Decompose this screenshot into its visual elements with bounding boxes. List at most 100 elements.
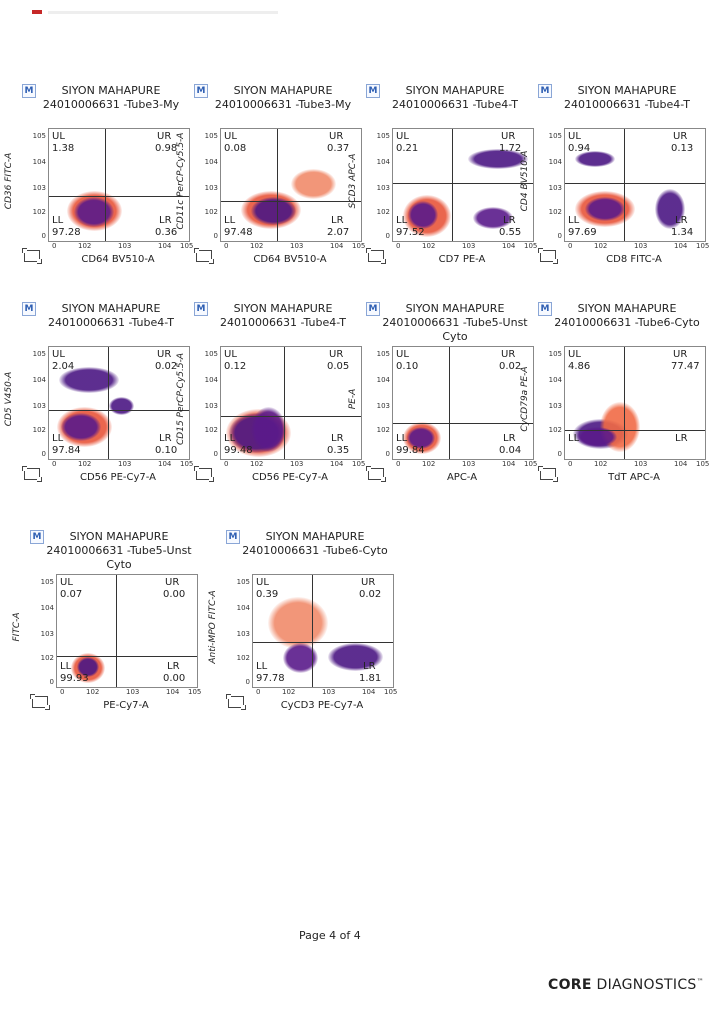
plot-m-badge[interactable]: M (22, 302, 36, 316)
quadrant-horizontal-gate[interactable] (393, 182, 533, 184)
x-tick-label: 102 (594, 242, 608, 250)
scatter-plot-area[interactable]: UL 4.86 UR 77.47 LL LR (564, 346, 706, 460)
quadrant-horizontal-gate[interactable] (221, 416, 361, 418)
y-axis-ticks: 0 102 103 104 105 (546, 128, 564, 240)
quadrant-vertical-gate[interactable] (451, 129, 453, 241)
scatter-plot-area[interactable]: UL 0.08 UR 0.37 LL 97.48 LR 2.07 (220, 128, 362, 242)
zoom-reset-icon[interactable] (22, 248, 42, 264)
x-tick-label: 105 (180, 242, 194, 250)
zoom-reset-icon[interactable] (366, 248, 386, 264)
quadrant-horizontal-gate[interactable] (49, 409, 189, 411)
x-axis-label: CD56 PE-Cy7-A (79, 472, 157, 483)
y-tick-label: 103 (32, 402, 46, 410)
plot-patient-name: SIYON MAHAPURE (233, 84, 333, 97)
logo-tm: ™ (696, 977, 704, 986)
x-tick-label: 102 (250, 242, 264, 250)
plot-m-badge[interactable]: M (538, 302, 552, 316)
flow-plot-panel: M SIYON MAHAPURE 24010006631 -Tube6-Cyto An… (208, 530, 397, 720)
plot-m-badge[interactable]: M (30, 530, 44, 544)
zoom-reset-icon[interactable] (538, 248, 558, 264)
plot-m-badge[interactable]: M (366, 84, 380, 98)
y-tick-label: 104 (32, 158, 46, 166)
y-tick-label: 105 (376, 132, 390, 140)
plot-m-badge[interactable]: M (538, 84, 552, 98)
scatter-plot-area[interactable]: UL 2.04 UR 0.02 LL 97.84 LR 0.10 (48, 346, 190, 460)
y-tick-label: 103 (204, 402, 218, 410)
y-tick-label: 104 (40, 604, 54, 612)
scatter-plot-area[interactable]: UL 0.94 UR 0.13 LL 97.69 LR 1.34 (564, 128, 706, 242)
zoom-reset-icon[interactable] (30, 694, 50, 710)
y-axis-ticks: 0 102 103 104 105 (374, 346, 392, 458)
flow-plot-panel: M SIYON MAHAPURE 24010006631 -Tube3-My CD36… (4, 84, 194, 274)
plot-m-badge[interactable]: M (226, 530, 240, 544)
quadrant-value-ul: 2.04 (52, 361, 75, 372)
quadrant-name-ur: UR (157, 349, 172, 360)
quadrant-value-ur: 0.98 (155, 143, 178, 154)
plot-m-badge[interactable]: M (194, 302, 208, 316)
plot-m-badge[interactable]: M (194, 84, 208, 98)
quadrant-horizontal-gate[interactable] (393, 423, 533, 425)
quadrant-vertical-gate[interactable] (449, 347, 450, 459)
scatter-plot-area[interactable]: UL 0.39 UR 0.02 LL 97.78 LR 1.81 (252, 574, 394, 688)
scatter-plot-area[interactable]: UL 1.38 UR 0.98 LL 97.28 LR 0.36 (48, 128, 190, 242)
x-tick-label: 103 (126, 688, 140, 696)
x-tick-label: 102 (78, 242, 92, 250)
quadrant-value-ur: 0.00 (163, 589, 186, 600)
zoom-reset-icon[interactable] (194, 248, 214, 264)
plot-title: SIYON MAHAPURE 24010006631 -Tube5-Unst Cy… (44, 530, 194, 572)
quadrant-value-ll: 99.84 (396, 445, 425, 456)
quadrant-vertical-gate[interactable] (623, 129, 625, 241)
quadrant-vertical-gate[interactable] (105, 129, 106, 241)
plot-patient-name: SIYON MAHAPURE (405, 84, 505, 97)
quadrant-name-ul: UL (568, 349, 581, 360)
x-tick-label: 105 (696, 242, 710, 250)
event-cluster (59, 367, 119, 393)
plot-m-badge[interactable]: M (366, 302, 380, 316)
quadrant-vertical-gate[interactable] (284, 347, 285, 459)
x-axis-label: CD8 FITC-A (606, 254, 662, 265)
quadrant-horizontal-gate[interactable] (49, 196, 189, 198)
y-tick-label: 0 (385, 232, 390, 240)
x-tick-label: 105 (188, 688, 202, 696)
quadrant-name-lr: LR (331, 433, 344, 444)
plot-title: SIYON MAHAPURE 24010006631 -Tube6-Cyto (552, 302, 702, 330)
zoom-reset-icon[interactable] (22, 466, 42, 482)
event-cluster (109, 397, 134, 415)
quadrant-name-ll: LL (568, 433, 580, 444)
scatter-plot-area[interactable]: UL 0.10 UR 0.02 LL 99.84 LR 0.04 (392, 346, 534, 460)
x-axis-ticks: 0 102 103 104 105 (220, 460, 365, 472)
scatter-plot-area[interactable]: UL 0.12 UR 0.05 LL 99.48 LR 0.35 (220, 346, 362, 460)
quadrant-horizontal-gate[interactable] (221, 200, 361, 202)
scatter-plot-area[interactable]: UL 0.21 UR 1.72 LL 97.52 LR 0.55 (392, 128, 534, 242)
zoom-reset-icon[interactable] (366, 466, 386, 482)
quadrant-value-ur: 0.37 (327, 143, 350, 154)
y-tick-label: 0 (385, 450, 390, 458)
y-tick-label: 104 (376, 376, 390, 384)
plot-patient-name: SIYON MAHAPURE (577, 302, 677, 315)
event-cluster (268, 597, 328, 649)
plot-title: SIYON MAHAPURE 24010006631 -Tube4-T (36, 302, 186, 330)
quadrant-vertical-gate[interactable] (623, 347, 625, 459)
zoom-reset-icon[interactable] (194, 466, 214, 482)
plot-m-badge[interactable]: M (22, 84, 36, 98)
y-axis-ticks: 0 102 103 104 105 (38, 574, 56, 686)
quadrant-name-lr: LR (331, 215, 344, 226)
x-tick-label: 102 (78, 460, 92, 468)
y-tick-label: 102 (548, 426, 562, 434)
y-tick-label: 0 (557, 450, 562, 458)
zoom-reset-icon[interactable] (226, 694, 246, 710)
quadrant-horizontal-gate[interactable] (253, 642, 393, 644)
x-axis-ticks: 0 102 103 104 105 (56, 688, 201, 700)
y-tick-label: 105 (376, 350, 390, 358)
zoom-reset-icon[interactable] (538, 466, 558, 482)
quadrant-vertical-gate[interactable] (115, 575, 117, 687)
scatter-plot-area[interactable]: UL 0.07 UR 0.00 LL 99.93 LR 0.00 (56, 574, 198, 688)
x-tick-label: 102 (422, 242, 436, 250)
quadrant-vertical-gate[interactable] (107, 347, 109, 459)
quadrant-vertical-gate[interactable] (311, 575, 313, 687)
x-axis-label: PE-Cy7-A (103, 700, 149, 711)
quadrant-horizontal-gate[interactable] (57, 655, 197, 657)
quadrant-horizontal-gate[interactable] (565, 429, 705, 431)
quadrant-horizontal-gate[interactable] (565, 182, 705, 184)
quadrant-vertical-gate[interactable] (277, 129, 278, 241)
